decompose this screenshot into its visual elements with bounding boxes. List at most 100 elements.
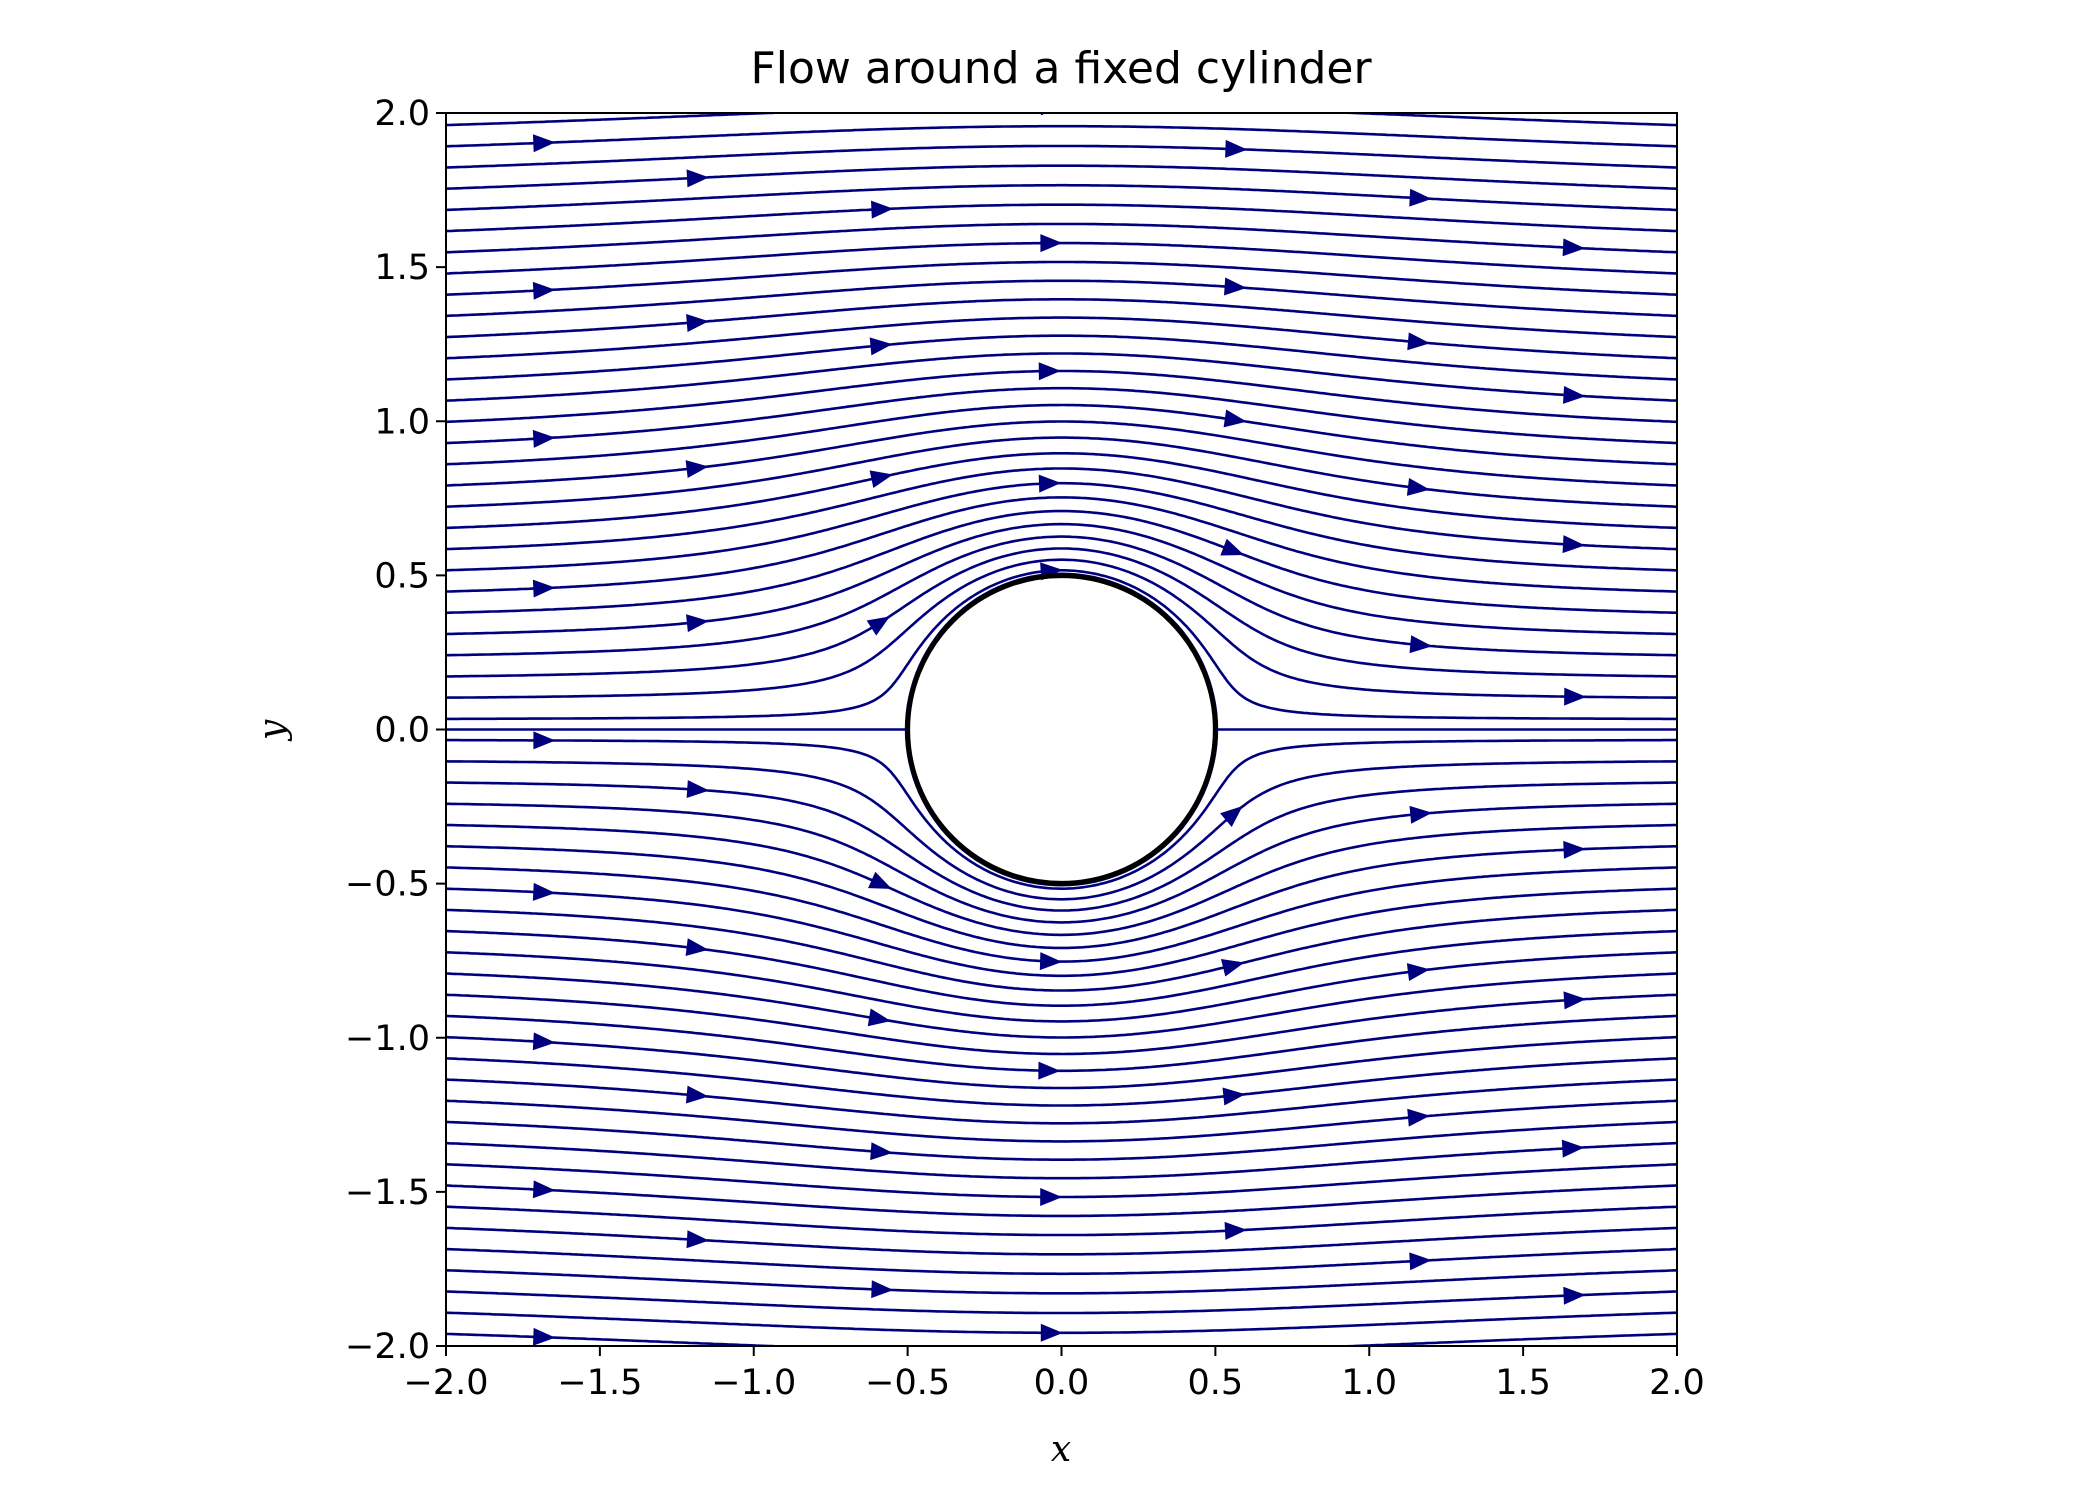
streamline	[446, 496, 1677, 593]
flow-arrow	[1220, 805, 1243, 828]
flow-arrow	[1040, 234, 1063, 253]
flow-arrow	[1222, 1087, 1246, 1106]
y-tick-label: −0.5	[345, 865, 430, 905]
streamline	[446, 1162, 1677, 1199]
flow-arrow	[1406, 477, 1430, 496]
streamline	[446, 1120, 1677, 1161]
x-tick-label: −1.5	[557, 1363, 642, 1403]
flow-arrow	[1039, 952, 1063, 971]
streamline	[446, 844, 1677, 950]
streamline	[446, 781, 1677, 912]
flow-arrow	[1563, 1286, 1586, 1305]
flow-arrow	[870, 200, 894, 219]
streamline	[446, 436, 1677, 509]
flow-arrow	[1562, 535, 1585, 554]
streamline	[446, 386, 1677, 445]
streamline	[446, 316, 1677, 360]
streamline	[446, 1014, 1677, 1073]
streamline	[446, 1290, 1677, 1315]
x-tick-label: 0.0	[1034, 1363, 1090, 1403]
flow-arrow	[1406, 963, 1430, 982]
streamline	[446, 1205, 1677, 1237]
flow-arrow	[532, 281, 556, 300]
streamline	[446, 887, 1677, 978]
streamline	[446, 950, 1677, 1023]
flow-arrow	[1409, 805, 1433, 824]
y-tick-label: 1.0	[374, 402, 430, 442]
flow-arrow	[1220, 958, 1245, 977]
streamline	[446, 1035, 1677, 1090]
streamline	[446, 993, 1677, 1056]
y-tick-label: 2.0	[374, 94, 430, 134]
flow-arrow	[1564, 687, 1587, 706]
flow-arrow	[533, 731, 556, 750]
streamline	[446, 1311, 1677, 1335]
flow-arrow	[1407, 1108, 1430, 1127]
flow-arrow	[1563, 840, 1586, 859]
x-tick-label: 0.5	[1188, 1363, 1244, 1403]
streamline	[446, 279, 1677, 318]
x-tick-label: 1.5	[1495, 1363, 1551, 1403]
x-tick-label: −2.0	[404, 1363, 489, 1403]
flow-arrow	[1038, 1061, 1061, 1080]
streamline	[446, 866, 1677, 963]
x-tick-label: −0.5	[865, 1363, 950, 1403]
streamline	[446, 369, 1677, 424]
y-tick-label: −1.5	[345, 1173, 430, 1213]
flow-arrow	[1409, 1252, 1432, 1271]
flow-arrow	[1225, 139, 1248, 158]
streamline	[446, 1268, 1677, 1295]
flow-arrow	[1409, 635, 1433, 654]
streamline	[446, 452, 1677, 530]
flow-arrow	[685, 1085, 709, 1104]
flow-arrow	[869, 337, 893, 356]
flow-arrow	[1407, 332, 1430, 351]
streamline	[446, 183, 1677, 212]
flow-arrow	[1409, 188, 1432, 207]
flow-arrow	[685, 938, 709, 957]
flow-arrow	[1223, 409, 1247, 428]
streamline	[446, 481, 1677, 572]
flow-arrow	[1220, 538, 1245, 556]
x-tick-label: 1.0	[1341, 1363, 1397, 1403]
streamline	[446, 569, 1677, 721]
flow-arrow	[1040, 1187, 1063, 1206]
flow-arrow	[1224, 277, 1247, 296]
streamline	[446, 260, 1677, 297]
streamline	[446, 972, 1677, 1039]
streamline	[446, 352, 1677, 403]
streamline	[446, 929, 1677, 1007]
streamline	[446, 802, 1677, 924]
chart-title: Flow around a fixed cylinder	[750, 43, 1372, 94]
flow-arrow	[685, 460, 709, 478]
streamlines-layer	[446, 113, 1677, 1346]
flow-arrow	[532, 429, 556, 448]
flow-arrow	[532, 1032, 556, 1051]
surface-streamline	[904, 572, 1219, 730]
streamline	[446, 547, 1677, 678]
x-tick-label: −1.0	[711, 1363, 796, 1403]
flow-arrow	[532, 1180, 556, 1199]
surface-streamline	[904, 729, 1219, 887]
streamline	[446, 420, 1677, 487]
streamline	[446, 1226, 1677, 1256]
streamline	[446, 558, 1677, 699]
y-tick-label: −2.0	[345, 1327, 430, 1367]
y-tick-label: 0.5	[374, 556, 430, 596]
streamline	[446, 1141, 1677, 1180]
flow-arrow	[871, 1280, 894, 1299]
streamline	[446, 222, 1677, 254]
y-axis-ticks: −2.0 −1.5 −1.0 −0.5 0.0 0.5 1.0 1.5 2.0	[345, 94, 446, 1367]
flow-arrow	[866, 616, 891, 636]
streamline	[446, 403, 1677, 466]
flow-arrow	[868, 871, 892, 889]
streamline	[446, 1332, 1677, 1346]
streamline	[446, 113, 1677, 127]
streamline	[446, 124, 1677, 148]
streamline	[446, 738, 1677, 890]
arrowheads-layer	[532, 113, 1587, 1346]
y-tick-label: 1.5	[374, 248, 430, 288]
streamline	[446, 760, 1677, 901]
flow-arrow	[1038, 362, 1061, 381]
